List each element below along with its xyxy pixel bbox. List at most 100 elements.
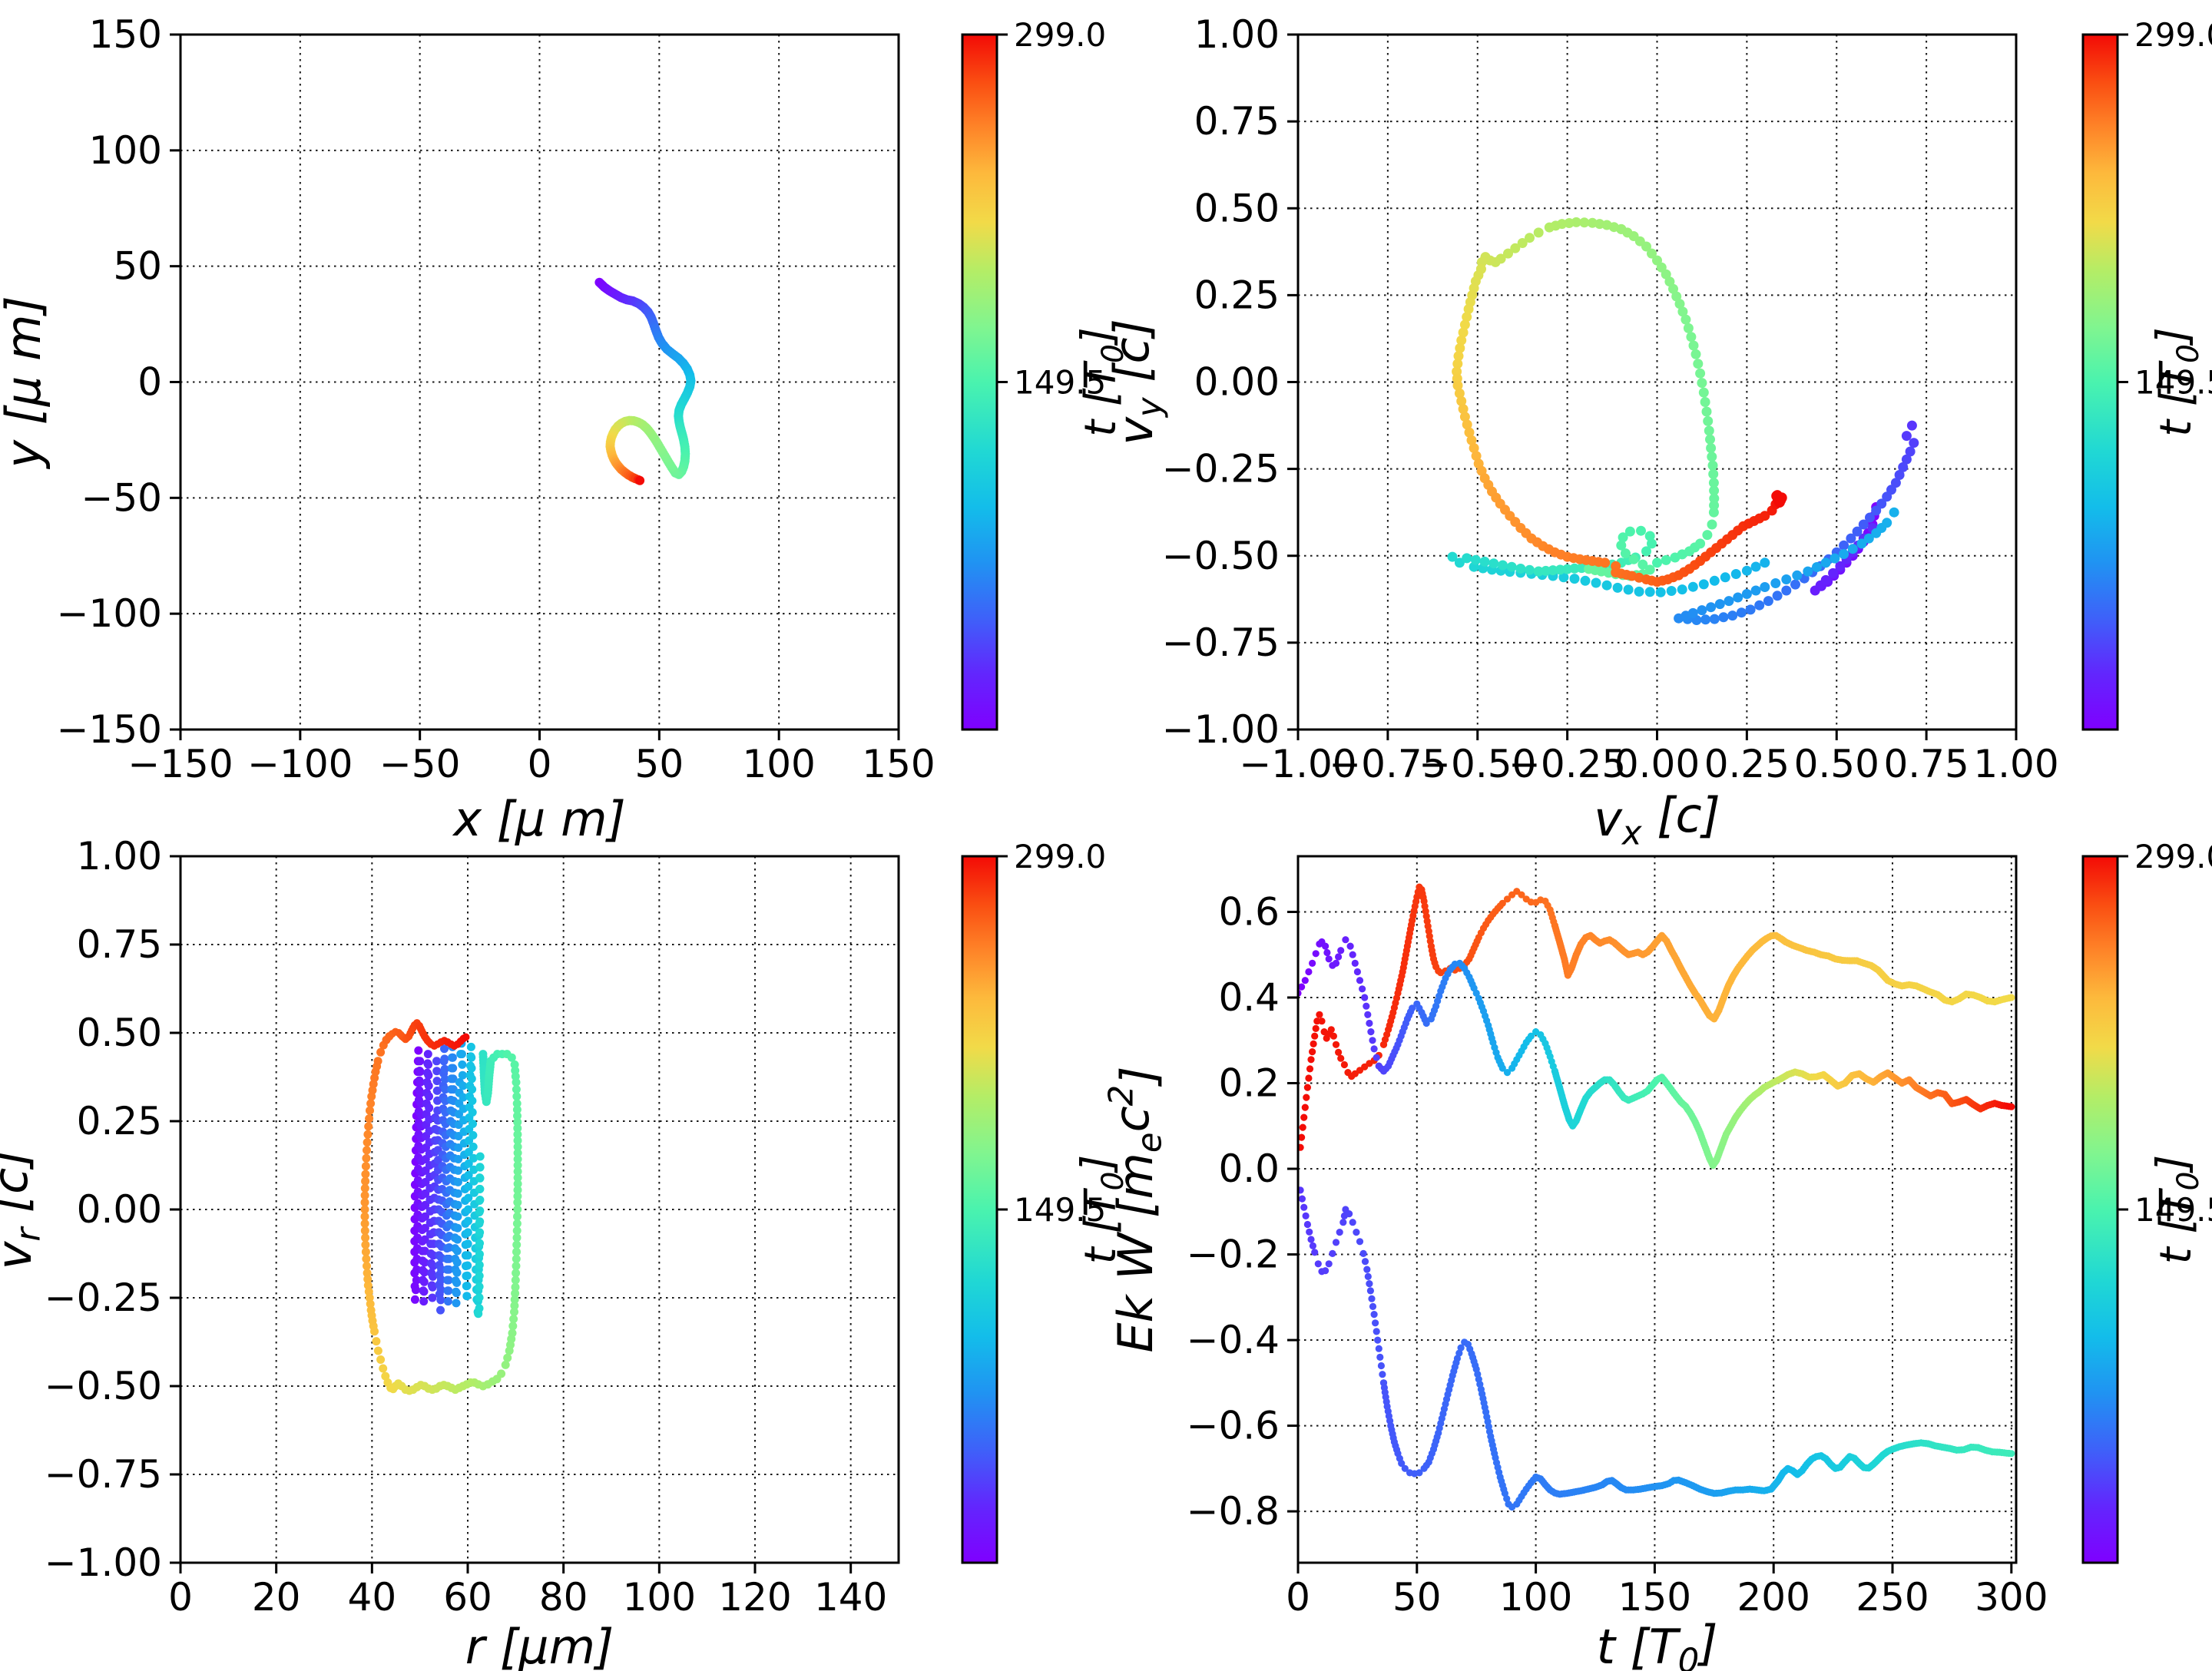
- series-yellow-top-arc: [1475, 217, 1627, 274]
- y-tick-label: 0: [137, 360, 162, 405]
- series-top-curve-dense: [1551, 922, 2015, 1023]
- axis-label: t [T0]: [1073, 327, 1131, 437]
- colorbar-tick-label: 299.0: [1014, 16, 1106, 54]
- y-tick-label: −1.00: [45, 1540, 162, 1585]
- colorbar-gradient: [2083, 856, 2118, 1563]
- colorbar-tick-label: 299.0: [2134, 16, 2212, 54]
- axis-label: vr [c]: [0, 1150, 48, 1270]
- y-tick-label: 0.25: [1194, 273, 1280, 317]
- x-tick-label: 0: [1286, 1575, 1310, 1620]
- axis-ticks: [1287, 910, 2013, 1573]
- colorbar: 299.0 149.5t [T0]: [2081, 838, 2212, 1564]
- y-tick-label: −1.00: [1162, 707, 1280, 752]
- colorbar: 299.0 149.5t [T0]: [961, 838, 1131, 1564]
- tick-labels: 0 20 40 60 80 100 120 140 1.00 0.75 0.50 0.25 0.00 −0…: [45, 834, 888, 1620]
- y-tick-label: −0.8: [1187, 1489, 1280, 1534]
- y-tick-label: 0.50: [77, 1011, 162, 1055]
- y-tick-label: 0.0: [1218, 1147, 1280, 1191]
- y-tick-label: 0.25: [77, 1099, 162, 1143]
- axis-label: y [μ m]: [0, 296, 51, 469]
- x-tick-label: 150: [862, 742, 935, 786]
- x-tick-label: 100: [623, 1575, 696, 1620]
- y-tick-label: 100: [89, 128, 162, 173]
- y-tick-label: −0.4: [1187, 1318, 1280, 1362]
- series-blue-oscillation: [432, 1042, 464, 1315]
- y-tick-label: 0.00: [77, 1187, 162, 1232]
- panel-energy-vs-t: 0 50 100 150 200 250 300 0.6 0.4 0.2 0.0 −0.2 −0.4 −0…: [1102, 838, 2212, 1671]
- x-tick-label: −50: [379, 742, 461, 786]
- y-tick-label: 0.6: [1218, 889, 1280, 934]
- series-green-right-arc: [489, 1050, 522, 1384]
- series-middle-curve-mid: [1375, 959, 1558, 1077]
- panel-vx-vy: −1.00−0.75−0.50−0.250.00 0.25 0.50 0.75 1.00…: [1104, 12, 2212, 852]
- y-tick-label: −0.75: [45, 1452, 162, 1497]
- y-tick-label: 0.00: [1194, 360, 1280, 405]
- plot-spines: [1296, 855, 2018, 1564]
- x-tick-label: 120: [718, 1575, 791, 1620]
- y-tick-label: −0.75: [1162, 620, 1280, 665]
- x-tick-label: 100: [742, 742, 815, 786]
- colorbar-gradient: [962, 856, 997, 1563]
- y-tick-label: −0.50: [1162, 534, 1280, 578]
- x-tick-label: 100: [1499, 1575, 1572, 1620]
- series-sand-bottom: [389, 1377, 497, 1395]
- series-top-curve-mid: [1379, 883, 1558, 1048]
- x-tick-label: 200: [1737, 1575, 1810, 1620]
- axis-ticks: [1287, 33, 2018, 740]
- y-tick-label: 150: [89, 12, 162, 57]
- y-tick-label: −0.2: [1187, 1233, 1280, 1277]
- axis-label: x [μ m]: [452, 791, 625, 847]
- series-red-top-line: [388, 1019, 470, 1050]
- y-tick-label: 0.75: [77, 922, 162, 967]
- series-orange-left-arc: [1452, 263, 1621, 571]
- x-tick-label: −100: [247, 742, 353, 786]
- tick-labels: 0 50 100 150 200 250 300 0.6 0.4 0.2 0.0 −0.2 −0.4 −0…: [1187, 889, 2048, 1620]
- colorbar-tick-label: 149.5: [1014, 364, 1106, 402]
- panel-xy-trajectory: −150 −100 −50 0 50 100 150150100500−50−100−150…: [0, 12, 1131, 847]
- x-tick-label: 0.50: [1794, 742, 1879, 786]
- series-middle-curve-sparse: [1298, 936, 1382, 1070]
- y-tick-label: −0.50: [45, 1364, 162, 1408]
- x-tick-label: 150: [1618, 1575, 1691, 1620]
- series-cyan-bottom: [1447, 551, 1770, 597]
- x-tick-label: 250: [1856, 1575, 1929, 1620]
- tick-labels: −1.00−0.75−0.50−0.250.00 0.25 0.50 0.75 1.00…: [1162, 12, 2059, 786]
- x-tick-label: 40: [348, 1575, 397, 1620]
- x-tick-label: 0: [528, 742, 552, 786]
- colorbar-gradient: [2083, 35, 2118, 730]
- series-green-rising-arc: [1616, 223, 1720, 568]
- x-tick-label: −150: [127, 742, 233, 786]
- series-orange-left-arc: [360, 1032, 396, 1392]
- y-tick-label: −100: [57, 591, 162, 636]
- colorbar-tick-label: 149.5: [2134, 364, 2212, 402]
- y-tick-label: 0.4: [1218, 975, 1280, 1020]
- series-violet-oscillation: [410, 1046, 440, 1306]
- y-tick-label: 50: [113, 244, 162, 289]
- series-red-path: [1611, 490, 1784, 587]
- series-blue-arc: [1674, 420, 1919, 625]
- series-trajectory: [594, 277, 696, 485]
- series-bottom-curve-dense: [1532, 1439, 2015, 1498]
- series-red-end-blob: [1771, 490, 1787, 508]
- x-tick-label: −0.75: [1329, 742, 1446, 786]
- colorbar-tick-label: 149.5: [2134, 1191, 2212, 1229]
- x-tick-label: 300: [1975, 1575, 2048, 1620]
- y-tick-label: 1.00: [1194, 12, 1280, 57]
- colorbar: 299.0 149.5t [T0]: [961, 16, 1131, 731]
- axis-label: t [T0]: [1597, 1615, 1718, 1671]
- x-tick-label: 0.00: [1614, 742, 1700, 786]
- y-tick-label: 0.75: [1194, 99, 1280, 144]
- y-tick-label: −150: [57, 707, 162, 752]
- y-tick-label: −0.25: [1162, 447, 1280, 491]
- x-tick-label: −0.50: [1419, 742, 1536, 786]
- scatter-series: [360, 1019, 522, 1395]
- axis-label: vy [c]: [1104, 319, 1169, 445]
- y-tick-label: 1.00: [77, 834, 162, 879]
- colorbar-tick-label: 299.0: [2134, 838, 2212, 875]
- series-green-v: [478, 1050, 495, 1107]
- tick-labels: −150 −100 −50 0 50 100 150 150 100 50 0 −50 −100 −150: [57, 12, 935, 786]
- x-tick-label: 50: [635, 742, 684, 786]
- colorbar-gradient: [962, 35, 997, 730]
